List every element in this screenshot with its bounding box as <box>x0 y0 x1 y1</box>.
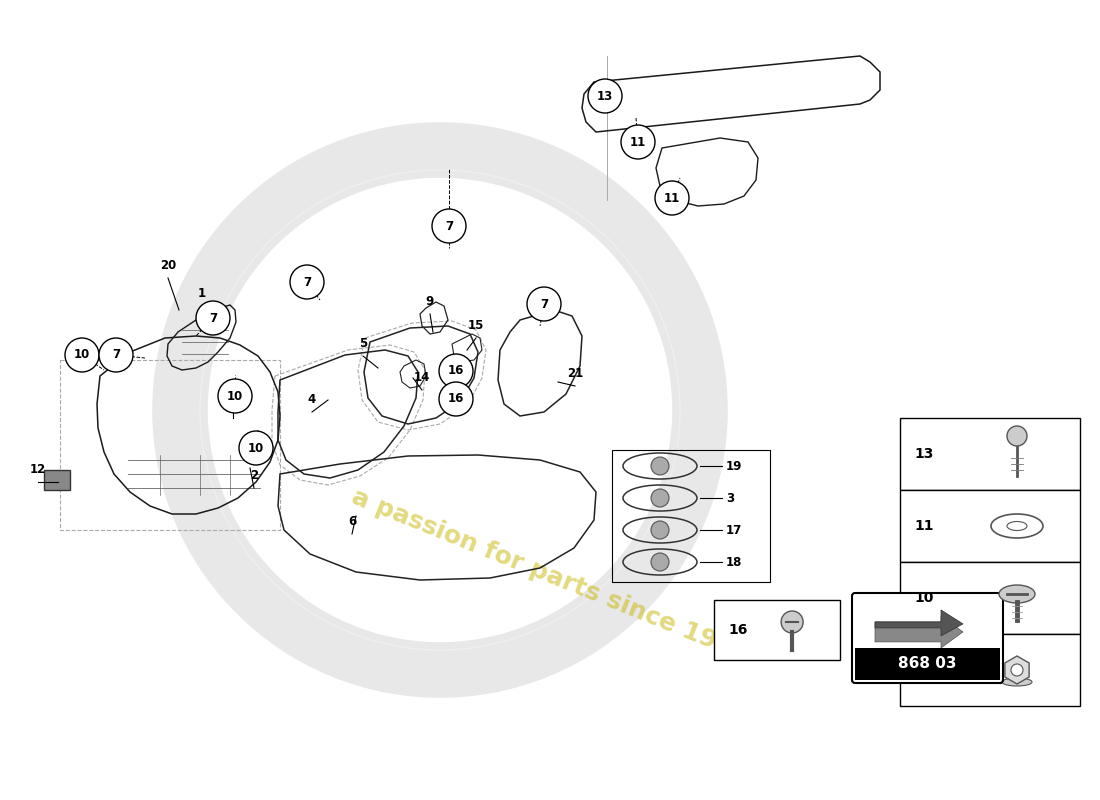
Text: 7: 7 <box>209 311 217 325</box>
Bar <box>855 648 1000 680</box>
Circle shape <box>621 125 654 159</box>
Circle shape <box>781 611 803 633</box>
Polygon shape <box>1005 656 1030 684</box>
Text: 11: 11 <box>914 519 934 533</box>
Circle shape <box>651 489 669 507</box>
Polygon shape <box>874 610 962 636</box>
Text: 13: 13 <box>597 90 613 102</box>
Circle shape <box>1011 664 1023 676</box>
Text: 11: 11 <box>630 135 646 149</box>
Text: 7: 7 <box>444 219 453 233</box>
Text: 7: 7 <box>112 349 120 362</box>
Text: 21: 21 <box>566 367 583 380</box>
Circle shape <box>651 553 669 571</box>
Circle shape <box>588 79 621 113</box>
Text: 6: 6 <box>348 515 356 528</box>
Bar <box>900 562 1080 634</box>
Text: 8: 8 <box>229 399 238 412</box>
Circle shape <box>218 379 252 413</box>
Text: 13: 13 <box>914 447 934 461</box>
Circle shape <box>651 457 669 475</box>
Circle shape <box>527 287 561 321</box>
Text: 20: 20 <box>160 259 176 272</box>
Circle shape <box>654 181 689 215</box>
Text: 2: 2 <box>250 469 258 482</box>
Bar <box>714 600 840 660</box>
Text: 10: 10 <box>227 390 243 402</box>
Circle shape <box>65 338 99 372</box>
Text: 3: 3 <box>726 491 734 505</box>
Text: 7: 7 <box>302 275 311 289</box>
Text: 1: 1 <box>198 287 206 300</box>
Ellipse shape <box>999 585 1035 603</box>
Text: 4: 4 <box>308 393 316 406</box>
Text: 15: 15 <box>468 319 484 332</box>
Circle shape <box>432 209 466 243</box>
Circle shape <box>1006 426 1027 446</box>
Text: 12: 12 <box>30 463 46 476</box>
Circle shape <box>239 431 273 465</box>
Text: 10: 10 <box>74 349 90 362</box>
Bar <box>900 418 1080 490</box>
Text: 9: 9 <box>426 295 434 308</box>
Circle shape <box>290 265 324 299</box>
Text: 14: 14 <box>414 371 430 384</box>
Text: 5: 5 <box>359 337 367 350</box>
Text: 7: 7 <box>540 298 548 310</box>
Polygon shape <box>874 616 962 648</box>
Circle shape <box>196 301 230 335</box>
Text: 10: 10 <box>914 591 934 605</box>
Text: 19: 19 <box>726 459 742 473</box>
Circle shape <box>439 382 473 416</box>
Text: a passion for parts since 1985: a passion for parts since 1985 <box>348 485 752 667</box>
Text: 16: 16 <box>448 365 464 378</box>
FancyBboxPatch shape <box>852 593 1003 683</box>
Bar <box>900 490 1080 562</box>
Circle shape <box>439 354 473 388</box>
Text: 16: 16 <box>728 623 747 637</box>
Text: 7: 7 <box>914 663 924 677</box>
Ellipse shape <box>1002 678 1032 686</box>
Text: 11: 11 <box>664 191 680 205</box>
Text: 868 03: 868 03 <box>899 657 957 671</box>
Text: 18: 18 <box>726 555 742 569</box>
Circle shape <box>99 338 133 372</box>
Bar <box>900 634 1080 706</box>
Bar <box>612 450 770 582</box>
Text: 10: 10 <box>248 442 264 454</box>
Circle shape <box>651 521 669 539</box>
Text: 17: 17 <box>726 523 742 537</box>
Bar <box>44 470 70 490</box>
Text: 16: 16 <box>448 393 464 406</box>
